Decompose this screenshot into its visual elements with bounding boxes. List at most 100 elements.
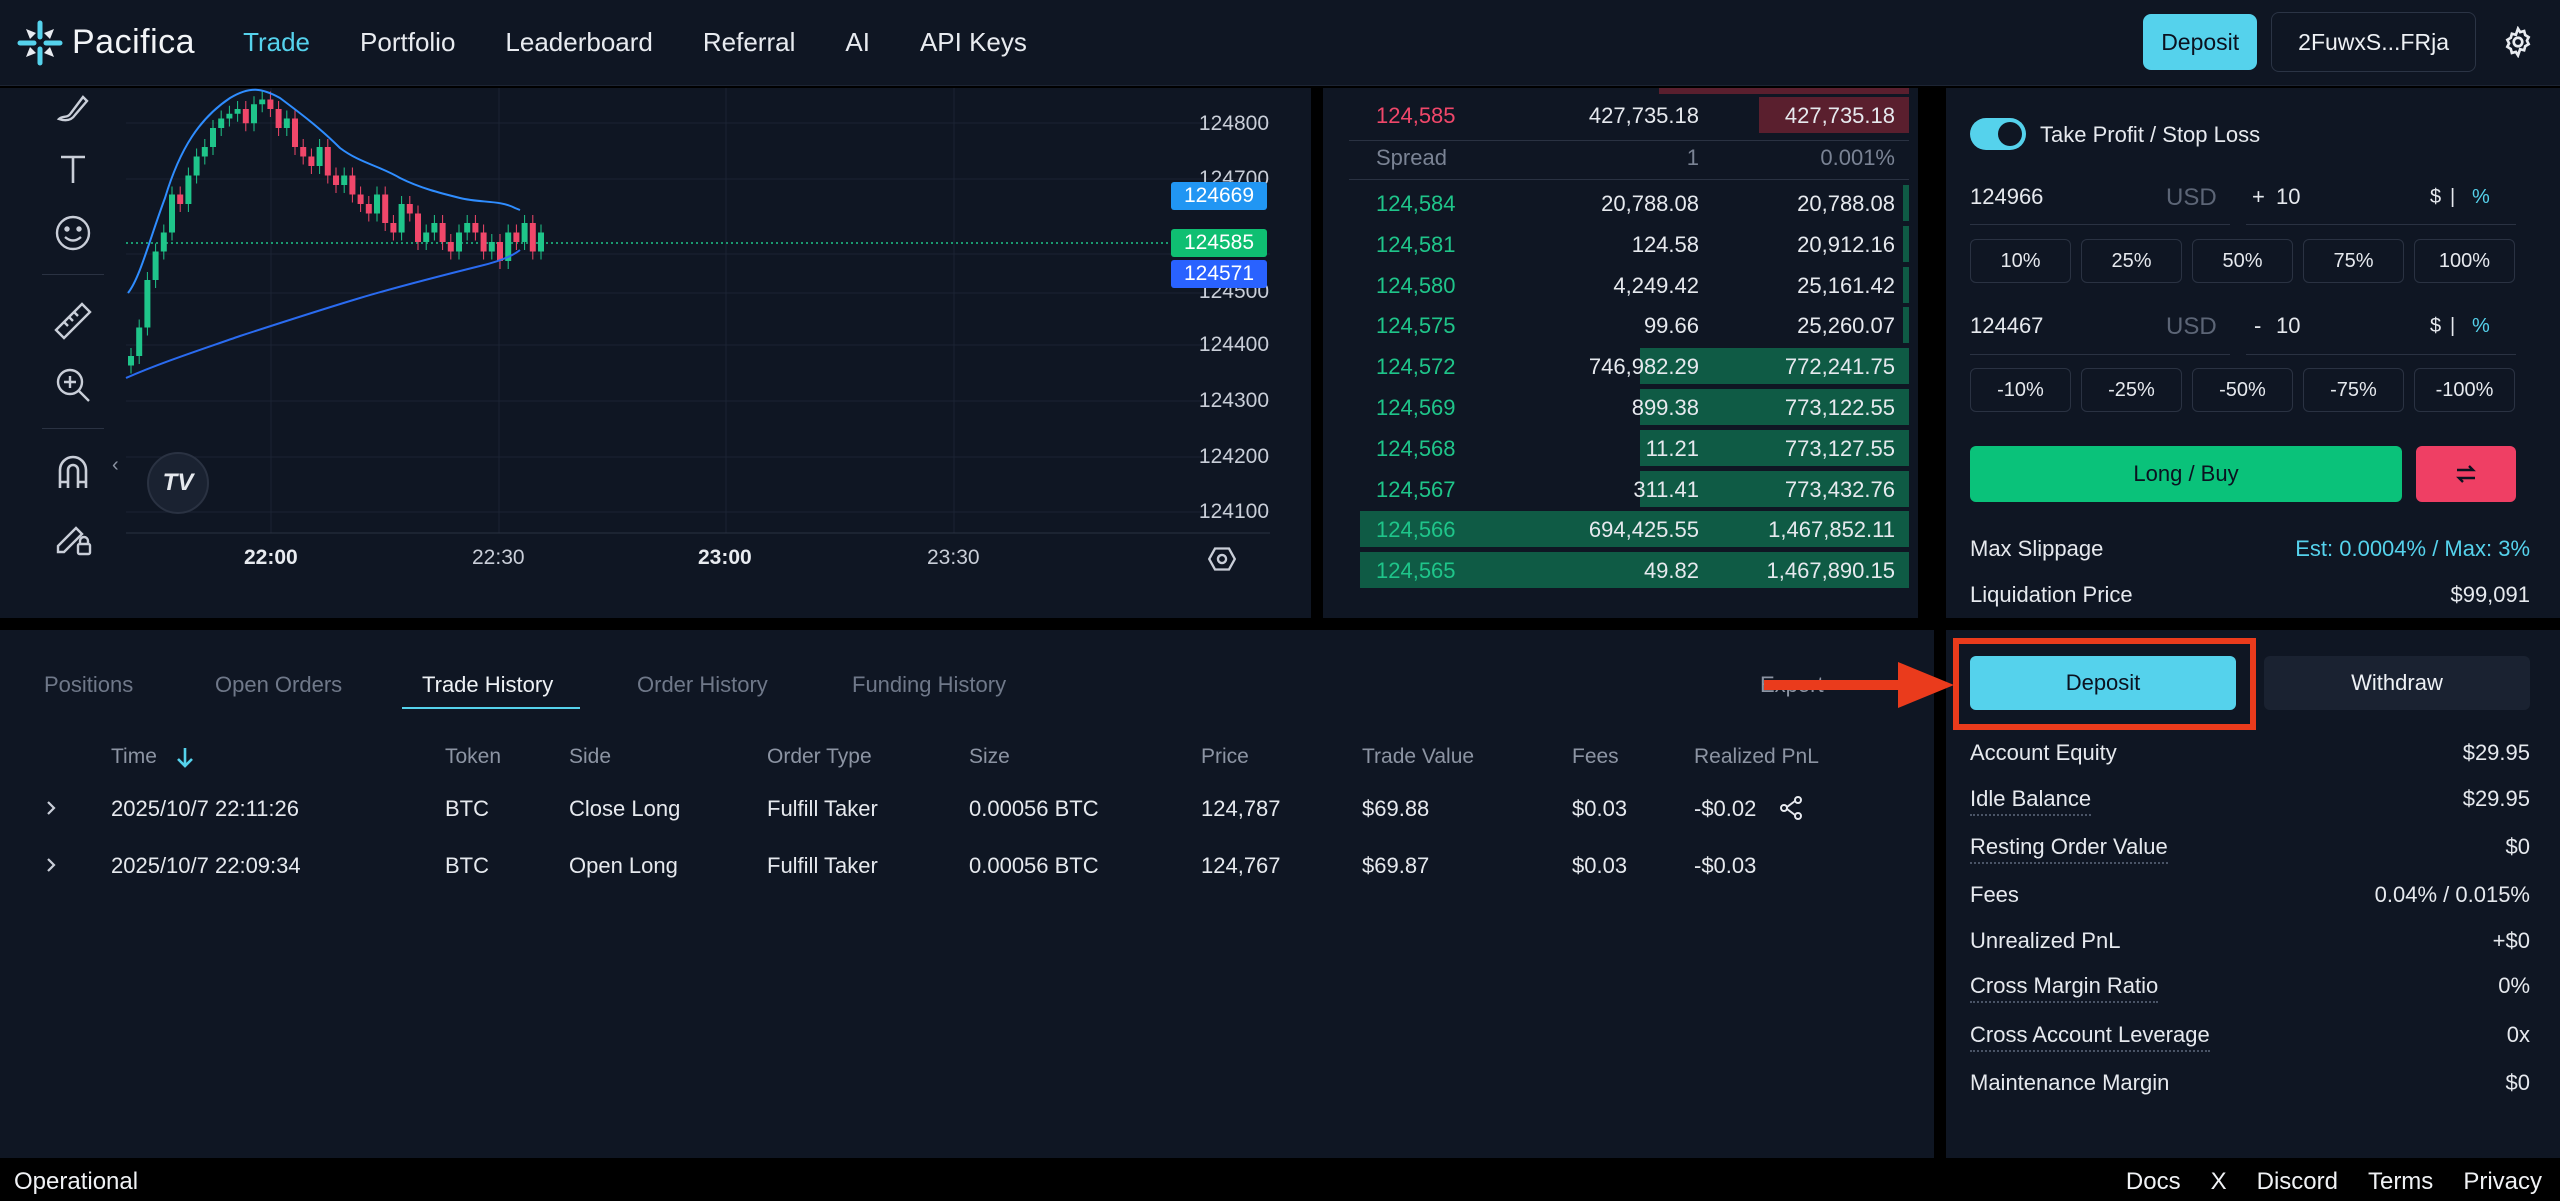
orderbook-bid-row[interactable]: 124,581 124.58 20,912.16: [1349, 225, 1909, 265]
orderbook-bid-row[interactable]: 124,580 4,249.42 25,161.42: [1349, 266, 1909, 306]
orderbook-bid-row[interactable]: 124,565 49.82 1,467,890.15: [1349, 551, 1909, 591]
cross-account-leverage-label[interactable]: Cross Account Leverage: [1970, 1022, 2210, 1052]
zoom-tool[interactable]: [48, 360, 98, 410]
column-header-token: Token: [445, 745, 502, 768]
magnet-tool[interactable]: [48, 448, 98, 498]
orderbook-bid-row[interactable]: 124,584 20,788.08 20,788.08: [1349, 184, 1909, 224]
bid-size: 11.21: [1645, 435, 1699, 461]
nav-portfolio[interactable]: Portfolio: [360, 27, 456, 57]
nav-ai[interactable]: AI: [845, 27, 870, 57]
brand-logo[interactable]: Pacifica: [14, 17, 195, 69]
tab-open-orders[interactable]: Open Orders: [215, 672, 343, 697]
collapse-arrow-icon[interactable]: ‹: [112, 454, 119, 476]
sl-dollar-mode[interactable]: $: [2430, 315, 2442, 337]
chart-gridlines: [126, 88, 1270, 533]
swap-side-button[interactable]: [2416, 446, 2516, 502]
candle-body: [529, 223, 536, 252]
bid-total: 20,912.16: [1797, 231, 1895, 257]
lock-drawings-tool[interactable]: [48, 512, 98, 562]
resting-order-value-label[interactable]: Resting Order Value: [1970, 834, 2168, 864]
candle-body: [283, 118, 290, 128]
emoji-tool[interactable]: [48, 208, 98, 258]
settings-button[interactable]: [2490, 14, 2546, 70]
wallet-address-button[interactable]: 2FuwxS...FRja: [2271, 12, 2476, 72]
candlestick-chart[interactable]: ‹: [0, 88, 1311, 618]
tp-25-percent-button[interactable]: 25%: [2081, 239, 2182, 283]
row-side: Close Long: [569, 796, 681, 821]
orderbook-bid-row[interactable]: 124,572 746,982.29 772,241.75: [1349, 347, 1909, 387]
tp-price-input[interactable]: 124966: [1970, 184, 2044, 209]
tp-amount-input[interactable]: 10: [2276, 184, 2301, 209]
tab-trade-history[interactable]: Trade History: [422, 672, 554, 697]
header-deposit-button[interactable]: Deposit: [2143, 14, 2258, 70]
row-side: Open Long: [569, 853, 678, 878]
footer-link-discord[interactable]: Discord: [2256, 1168, 2338, 1195]
sl-50-percent-button[interactable]: -50%: [2192, 368, 2293, 412]
sl-amount-input[interactable]: 10: [2276, 313, 2301, 338]
max-slippage-value[interactable]: Est: 0.0004% / Max: 3%: [2295, 536, 2530, 561]
bid-price: 124,567: [1376, 476, 1456, 502]
table-row[interactable]: 2025/10/7 22:09:34 BTC Open Long Fulfill…: [0, 837, 1900, 893]
nav-api-keys[interactable]: API Keys: [919, 27, 1027, 57]
footer-link-docs[interactable]: Docs: [2125, 1168, 2181, 1195]
orderbook-bid-row[interactable]: 124,569 899.38 773,122.55: [1349, 388, 1909, 428]
table-row[interactable]: 2025/10/7 22:11:26 BTC Close Long Fulfil…: [0, 780, 1900, 836]
nav-referral[interactable]: Referral: [702, 27, 796, 57]
tp-75-percent-button[interactable]: 75%: [2303, 239, 2404, 283]
sl-percent-mode[interactable]: %: [2472, 315, 2490, 337]
liquidation-price-value: $99,091: [2450, 582, 2530, 607]
sl-75-percent-button[interactable]: -75%: [2303, 368, 2404, 412]
tpsl-toggle[interactable]: [1970, 118, 2026, 150]
tradingview-badge[interactable]: TV: [147, 452, 209, 514]
tp-percent-mode[interactable]: %: [2472, 186, 2490, 208]
row-realized-pnl: -$0.02: [1694, 796, 1757, 821]
order-book-panel: 124,585 427,735.18 427,735.18 Spread 1 0…: [1323, 88, 1918, 618]
sort-descending-icon[interactable]: [175, 746, 195, 770]
nav-leaderboard[interactable]: Leaderboard: [505, 27, 653, 57]
tab-funding-history[interactable]: Funding History: [852, 672, 1007, 697]
footer-link-privacy[interactable]: Privacy: [2463, 1168, 2542, 1195]
smiley-icon: [55, 215, 91, 251]
ruler-tool[interactable]: [48, 296, 98, 346]
tab-order-history[interactable]: Order History: [637, 672, 768, 697]
column-header-time[interactable]: Time: [111, 745, 157, 768]
sl-100-percent-button[interactable]: -100%: [2414, 368, 2515, 412]
system-status: Operational: [14, 1168, 139, 1195]
brush-tool[interactable]: [48, 88, 98, 134]
candle-body: [374, 194, 380, 214]
tp-mode-separator: |: [2450, 186, 2456, 208]
tab-positions[interactable]: Positions: [44, 672, 134, 697]
orderbook-bid-row[interactable]: 124,567 311.41 773,432.76: [1349, 470, 1909, 510]
long-buy-button[interactable]: Long / Buy: [1970, 446, 2402, 502]
share-icon[interactable]: [1778, 795, 1804, 821]
unrealized-pnl-value: +$0: [2492, 928, 2530, 953]
footer-link-terms[interactable]: Terms: [2367, 1168, 2434, 1195]
idle-balance-label[interactable]: Idle Balance: [1970, 786, 2092, 816]
chart-settings-icon[interactable]: [1208, 545, 1236, 573]
tp-10-percent-button[interactable]: 10%: [1970, 239, 2071, 283]
chevron-right-icon[interactable]: [44, 799, 58, 817]
pencil-lock-icon: [56, 526, 92, 556]
text-tool[interactable]: [48, 144, 98, 194]
footer-link-x[interactable]: X: [2210, 1168, 2227, 1195]
tp-50-percent-button[interactable]: 50%: [2192, 239, 2293, 283]
orderbook-bid-row[interactable]: 124,566 694,425.55 1,467,852.11: [1349, 510, 1909, 550]
sl-10-percent-button[interactable]: -10%: [1970, 368, 2071, 412]
nav-trade[interactable]: Trade: [243, 27, 311, 57]
tp-dollar-mode[interactable]: $: [2430, 186, 2442, 208]
sl-price-input[interactable]: 124467: [1970, 313, 2044, 338]
account-deposit-button[interactable]: Deposit: [1970, 656, 2236, 710]
orderbook-ask-row[interactable]: 124,585 427,735.18 427,735.18: [1349, 96, 1909, 136]
bid-size: 4,249.42: [1613, 272, 1699, 298]
price-chart-panel[interactable]: ‹ TV 124800 124700 124500 124400 124300 …: [0, 88, 1311, 618]
annotation-arrow-icon: [1764, 662, 1954, 708]
orderbook-bid-row[interactable]: 124,575 99.66 25,260.07: [1349, 306, 1909, 346]
tp-100-percent-button[interactable]: 100%: [2414, 239, 2515, 283]
cross-margin-ratio-label[interactable]: Cross Margin Ratio: [1970, 973, 2159, 1003]
account-withdraw-button[interactable]: Withdraw: [2264, 656, 2530, 710]
candle-body: [538, 232, 544, 252]
orderbook-bid-row[interactable]: 124,568 11.21 773,127.55: [1349, 429, 1909, 469]
pacifica-logo-icon: [17, 20, 63, 65]
sl-25-percent-button[interactable]: -25%: [2081, 368, 2182, 412]
chevron-right-icon[interactable]: [44, 856, 58, 874]
